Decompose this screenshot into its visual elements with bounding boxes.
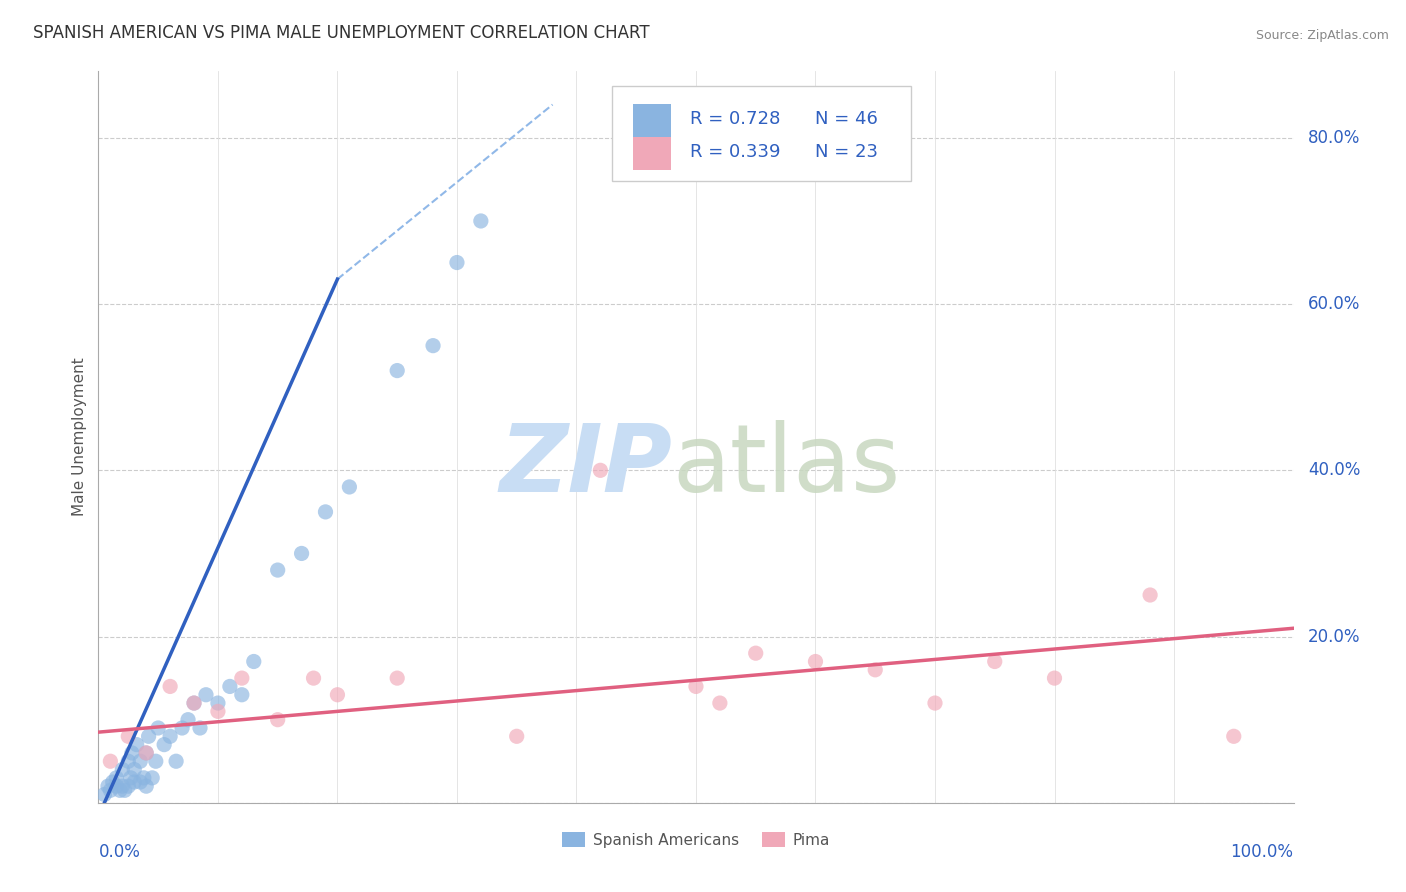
Point [125,738,148,752]
Legend: Spanish Americans, Pima: Spanish Americans, Pima [557,825,835,854]
Point [804,655,827,669]
Point [172,721,194,735]
Point [135,746,157,760]
FancyBboxPatch shape [633,137,671,170]
Point [105,779,128,793]
Point [470,214,492,228]
Point [93,788,115,802]
Text: R = 0.339: R = 0.339 [690,143,780,161]
Text: 100.0%: 100.0% [1230,843,1294,861]
Text: atlas: atlas [672,420,900,512]
Point [111,763,134,777]
Point [98,754,122,768]
Point [291,546,314,560]
Point [117,729,139,743]
Point [709,696,731,710]
Y-axis label: Male Unemployment: Male Unemployment [72,358,87,516]
Point [339,480,361,494]
Text: 0.0%: 0.0% [98,843,141,861]
Point [101,775,124,789]
Point [148,721,170,735]
Point [231,671,253,685]
Point [153,738,176,752]
Point [97,779,120,793]
Point [219,680,242,694]
Point [745,646,768,660]
Point [302,671,325,685]
Point [589,463,612,477]
Point [865,663,887,677]
Point [135,746,157,760]
Point [315,505,337,519]
Text: N = 23: N = 23 [815,143,879,161]
Text: Source: ZipAtlas.com: Source: ZipAtlas.com [1256,29,1389,42]
Point [117,779,139,793]
Point [105,771,128,785]
Point [1043,671,1066,685]
Point [183,696,205,710]
Point [124,763,146,777]
Point [159,680,181,694]
Point [207,696,229,710]
Point [165,754,187,768]
Point [231,688,253,702]
Text: R = 0.728: R = 0.728 [690,110,780,128]
Point [141,771,163,785]
Point [446,255,468,269]
Point [267,713,290,727]
Point [924,696,946,710]
Point [159,729,181,743]
Point [385,363,409,377]
FancyBboxPatch shape [633,104,671,137]
Point [422,338,444,352]
Point [183,696,205,710]
Point [207,705,229,719]
Point [1223,729,1246,743]
Point [385,671,409,685]
Point [243,655,266,669]
Point [188,721,211,735]
Point [984,655,1007,669]
Point [108,783,131,797]
Text: 60.0%: 60.0% [1308,295,1360,313]
Point [124,775,146,789]
Point [117,754,139,768]
Point [267,563,290,577]
Point [145,754,167,768]
Point [129,775,152,789]
Point [111,779,134,793]
Text: 20.0%: 20.0% [1308,628,1361,646]
Point [98,783,122,797]
Text: ZIP: ZIP [499,420,672,512]
Point [132,771,155,785]
Point [138,729,160,743]
Text: 80.0%: 80.0% [1308,128,1360,147]
Point [121,746,143,760]
Text: N = 46: N = 46 [815,110,879,128]
Point [177,713,200,727]
Text: SPANISH AMERICAN VS PIMA MALE UNEMPLOYMENT CORRELATION CHART: SPANISH AMERICAN VS PIMA MALE UNEMPLOYME… [32,24,650,42]
Point [506,729,529,743]
Point [326,688,349,702]
Text: 40.0%: 40.0% [1308,461,1360,479]
Point [135,779,157,793]
Point [114,783,136,797]
FancyBboxPatch shape [613,86,911,181]
Point [129,754,152,768]
Point [120,771,142,785]
Point [685,680,707,694]
Point [195,688,218,702]
Point [1139,588,1161,602]
